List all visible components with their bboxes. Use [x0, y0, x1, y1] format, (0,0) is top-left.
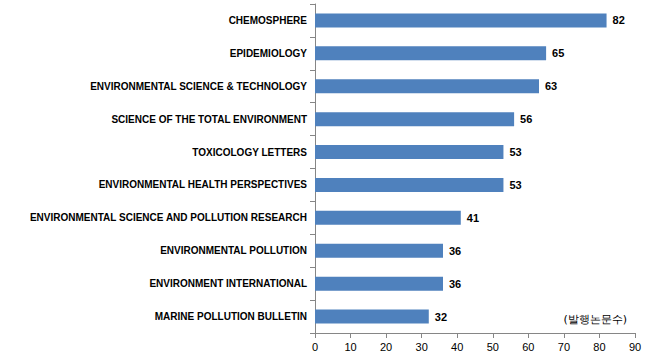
- svg-text:ENVIRONMENT INTERNATIONAL: ENVIRONMENT INTERNATIONAL: [149, 278, 307, 289]
- svg-text:56: 56: [520, 113, 532, 125]
- svg-text:36: 36: [449, 245, 461, 257]
- svg-text:0: 0: [312, 341, 318, 353]
- svg-text:80: 80: [593, 341, 605, 353]
- svg-text:32: 32: [435, 311, 447, 323]
- svg-text:ENVIRONMENTAL HEALTH PERSPECTI: ENVIRONMENTAL HEALTH PERSPECTIVES: [99, 179, 308, 190]
- svg-text:70: 70: [558, 341, 570, 353]
- svg-text:50: 50: [487, 341, 499, 353]
- svg-text:82: 82: [613, 14, 625, 26]
- svg-text:36: 36: [449, 278, 461, 290]
- svg-text:60: 60: [522, 341, 534, 353]
- svg-text:40: 40: [451, 341, 463, 353]
- svg-text:ENVIRONMENTAL SCIENCE & TECHNO: ENVIRONMENTAL SCIENCE & TECHNOLOGY: [90, 81, 307, 92]
- svg-text:53: 53: [509, 179, 521, 191]
- svg-text:65: 65: [552, 47, 564, 59]
- svg-text:SCIENCE OF THE TOTAL ENVIRONME: SCIENCE OF THE TOTAL ENVIRONMENT: [111, 114, 307, 125]
- svg-text:(발행논문수): (발행논문수): [563, 313, 627, 326]
- svg-text:90: 90: [629, 341, 641, 353]
- svg-text:20: 20: [380, 341, 392, 353]
- svg-text:MARINE POLLUTION BULLETIN: MARINE POLLUTION BULLETIN: [155, 311, 307, 322]
- svg-text:ENVIRONMENTAL POLLUTION: ENVIRONMENTAL POLLUTION: [160, 245, 307, 256]
- svg-text:TOXICOLOGY LETTERS: TOXICOLOGY LETTERS: [192, 147, 307, 158]
- svg-text:10: 10: [344, 341, 356, 353]
- svg-text:30: 30: [416, 341, 428, 353]
- svg-text:CHEMOSPHERE: CHEMOSPHERE: [229, 15, 308, 26]
- svg-text:41: 41: [467, 212, 479, 224]
- svg-text:63: 63: [545, 80, 557, 92]
- svg-text:53: 53: [509, 146, 521, 158]
- svg-text:EPIDEMIOLOGY: EPIDEMIOLOGY: [230, 48, 308, 59]
- svg-text:ENVIRONMENTAL SCIENCE AND POLL: ENVIRONMENTAL SCIENCE AND POLLUTION RESE…: [30, 212, 307, 223]
